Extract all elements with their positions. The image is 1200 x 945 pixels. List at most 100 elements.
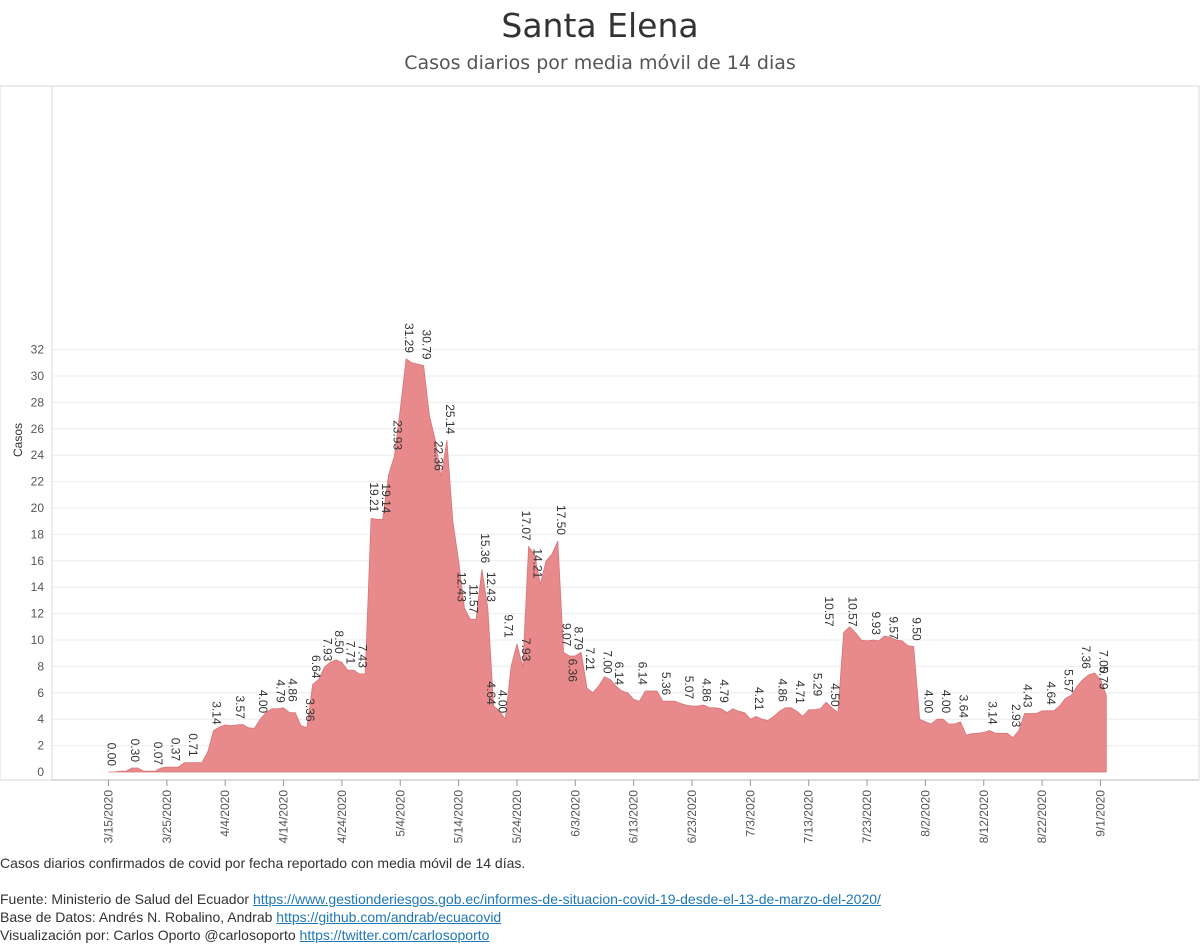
data-label: 0.30 [128, 739, 142, 763]
data-label: 4.50 [828, 683, 842, 707]
data-label: 4.43 [1021, 684, 1035, 708]
x-tick-label: 8/22/2020 [1035, 790, 1049, 844]
data-label: 7.00 [601, 650, 615, 674]
data-label: 3.36 [303, 698, 317, 722]
data-label: 3.14 [210, 701, 224, 725]
y-tick-label: 0 [37, 765, 44, 779]
x-tick-label: 4/14/2020 [277, 790, 291, 844]
data-label: 3.64 [956, 695, 970, 719]
data-label: 4.86 [700, 678, 714, 702]
x-tick-label: 8/2/2020 [918, 790, 932, 837]
x-tick-label: 6/13/2020 [627, 790, 641, 844]
data-label: 15.36 [478, 533, 492, 563]
visualization-link[interactable]: https://twitter.com/carlosoporto [299, 927, 490, 943]
x-tick-label: 6/3/2020 [568, 790, 582, 837]
chart-subtitle: Casos diarios por media móvil de 14 dias [404, 52, 796, 74]
y-tick-label: 14 [31, 580, 45, 594]
data-label: 7.93 [519, 638, 533, 662]
y-tick-label: 24 [31, 448, 45, 462]
data-label: 10.57 [846, 597, 860, 627]
data-label: 12.43 [455, 572, 469, 602]
y-tick-label: 8 [37, 659, 44, 673]
source-link[interactable]: https://www.gestionderiesgos.gob.ec/info… [252, 891, 881, 907]
data-label: 4.00 [939, 690, 953, 714]
x-tick-label: 7/13/2020 [802, 790, 816, 844]
x-tick-label: 6/23/2020 [685, 790, 699, 844]
data-label: 17.07 [519, 511, 533, 541]
data-label: 7.21 [583, 647, 597, 671]
data-label: 4.64 [484, 681, 498, 705]
data-label: 6.14 [612, 662, 626, 686]
y-tick-label: 28 [31, 395, 45, 409]
database-link[interactable]: https://github.com/andrab/ecuacovid [276, 909, 502, 925]
data-label: 6.64 [309, 655, 323, 679]
y-tick-label: 26 [31, 422, 45, 436]
footer-source: Fuente: Ministerio de Salud del Ecuador … [0, 891, 881, 907]
footer-database: Base de Datos: Andrés N. Robalino, Andra… [0, 909, 501, 925]
x-tick-label: 4/24/2020 [335, 790, 349, 844]
database-label: Base de Datos: Andrés N. Robalino, Andra… [0, 909, 273, 925]
data-label: 8.79 [571, 627, 585, 651]
data-label: 30.79 [420, 330, 434, 360]
data-label: 4.71 [793, 680, 807, 704]
y-tick-label: 30 [31, 369, 45, 383]
data-label: 6.36 [565, 659, 579, 683]
data-label: 7.36 [1079, 645, 1093, 669]
y-tick-label: 2 [37, 739, 44, 753]
data-label: 8.50 [332, 630, 346, 654]
visualization-label: Visualización por: Carlos Oporto @carlos… [0, 927, 296, 943]
y-tick-label: 20 [31, 501, 45, 515]
data-label: 7.43 [355, 645, 369, 669]
data-label: 22.36 [431, 441, 445, 471]
x-tick-label: 3/25/2020 [160, 790, 174, 844]
footer-note: Casos diarios confirmados de covid por f… [0, 855, 526, 871]
data-label: 4.00 [921, 690, 935, 714]
data-label: 7.71 [344, 641, 358, 665]
chart-title: Santa Elena [501, 6, 699, 45]
y-tick-label: 10 [31, 633, 45, 647]
data-label: 11.57 [466, 584, 480, 613]
y-tick-label: 22 [31, 475, 45, 489]
data-label: 4.64 [1044, 681, 1058, 705]
data-label: 0.00 [105, 743, 119, 767]
area-series [108, 358, 1107, 773]
x-tick-label: 5/4/2020 [393, 790, 407, 837]
data-label: 7.93 [320, 638, 334, 662]
data-label: 9.07 [560, 623, 574, 647]
x-tick-label: 9/1/2020 [1093, 790, 1107, 837]
data-label: 12.43 [484, 572, 498, 602]
y-tick-label: 12 [31, 607, 45, 621]
data-label: 9.93 [869, 612, 883, 636]
data-label: 23.93 [390, 420, 404, 450]
x-tick-label: 4/4/2020 [218, 790, 232, 837]
data-label: 4.00 [495, 690, 509, 714]
data-label: 4.21 [752, 687, 766, 711]
x-tick-label: 7/23/2020 [860, 790, 874, 844]
x-tick-label: 5/14/2020 [452, 790, 466, 844]
y-tick-label: 18 [31, 527, 45, 541]
data-label: 17.50 [554, 505, 568, 535]
data-label: 5.07 [682, 676, 696, 700]
y-tick-label: 6 [37, 686, 44, 700]
data-label: 5.79 [1097, 666, 1111, 690]
data-label: 3.14 [986, 701, 1000, 725]
data-label: 4.86 [775, 678, 789, 702]
x-tick-label: 8/12/2020 [977, 790, 991, 844]
data-label: 10.57 [822, 596, 836, 626]
source-label: Fuente: Ministerio de Salud del Ecuador [0, 891, 250, 907]
data-label: 5.57 [1061, 669, 1075, 693]
data-label: 19.14 [379, 483, 393, 513]
data-label: 4.86 [285, 678, 299, 702]
data-label: 31.29 [402, 323, 416, 353]
x-tick-label: 5/24/2020 [510, 790, 524, 844]
data-label: 6.14 [636, 662, 650, 686]
y-tick-label: 4 [37, 712, 44, 726]
data-label: 3.57 [233, 696, 247, 720]
data-label: 9.57 [886, 616, 900, 640]
footer-visualization: Visualización por: Carlos Oporto @carlos… [0, 927, 489, 943]
data-label: 5.36 [659, 672, 673, 696]
data-label: 9.71 [501, 614, 515, 638]
plot-frame [0, 85, 1200, 781]
data-label: 14.21 [530, 548, 544, 578]
